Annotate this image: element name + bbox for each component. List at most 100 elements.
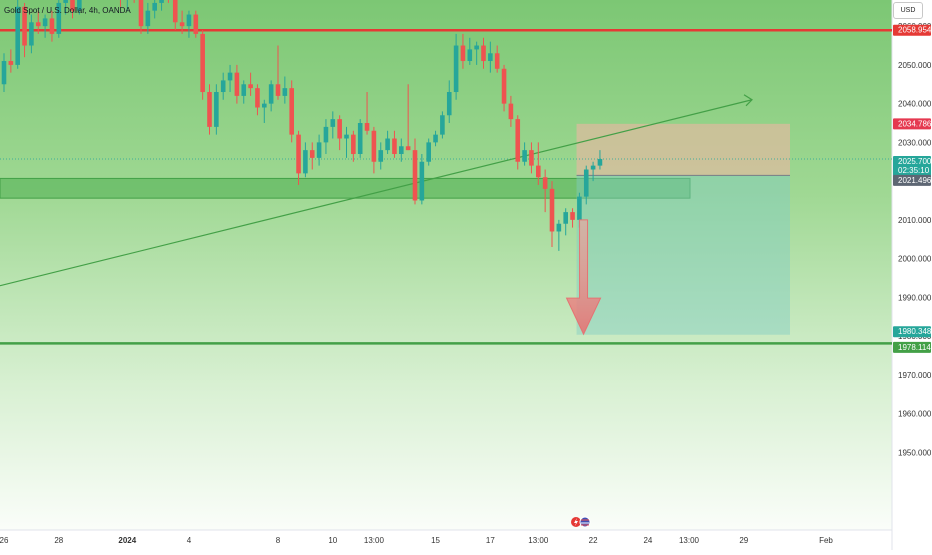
candle-body[interactable]: [255, 88, 260, 108]
candle-body[interactable]: [577, 196, 582, 220]
candle-body[interactable]: [22, 6, 27, 46]
candle-body[interactable]: [42, 18, 48, 27]
candle-body[interactable]: [508, 103, 514, 120]
candle-body[interactable]: [186, 14, 192, 27]
candle-body[interactable]: [179, 22, 185, 27]
candle-body[interactable]: [49, 18, 55, 34]
candle-body[interactable]: [590, 165, 596, 170]
candle-body[interactable]: [29, 22, 34, 46]
candle-body[interactable]: [309, 150, 315, 158]
candle-body[interactable]: [262, 103, 267, 108]
candle-body[interactable]: [522, 150, 527, 162]
candle-body[interactable]: [15, 6, 20, 65]
candle-body[interactable]: [494, 53, 500, 69]
x-tick-label: 10: [328, 536, 337, 545]
candle-body[interactable]: [220, 80, 226, 93]
candle-body[interactable]: [419, 161, 425, 201]
candle-body[interactable]: [268, 84, 274, 104]
countdown-label: 02:35:10: [898, 166, 930, 175]
candle-body[interactable]: [323, 126, 329, 143]
candle-body[interactable]: [488, 53, 493, 62]
candle-body[interactable]: [378, 150, 384, 162]
candle-body[interactable]: [453, 45, 459, 93]
y-tick-label: 1950.000: [898, 448, 932, 457]
candle-body[interactable]: [412, 150, 418, 201]
x-tick-label: 24: [643, 536, 652, 545]
candle-body[interactable]: [152, 2, 157, 11]
candle-body[interactable]: [63, 0, 68, 3]
price-axis-panel: [892, 0, 932, 550]
candle-body[interactable]: [145, 10, 151, 27]
candle-body[interactable]: [556, 223, 562, 232]
candle-body[interactable]: [214, 92, 219, 127]
candle-body[interactable]: [529, 150, 534, 166]
candle-body[interactable]: [597, 159, 603, 166]
candle-body[interactable]: [344, 134, 349, 139]
price-label-box: [893, 118, 931, 130]
candle-body[interactable]: [583, 169, 589, 197]
candle-body[interactable]: [227, 72, 233, 81]
candle-body[interactable]: [296, 134, 301, 174]
y-tick-label: 2030.000: [898, 138, 932, 147]
currency-selector[interactable]: USD: [893, 2, 923, 19]
candle-body[interactable]: [207, 92, 212, 127]
candle-body[interactable]: [392, 138, 397, 155]
candle-body[interactable]: [77, 0, 82, 11]
candle-body[interactable]: [563, 212, 568, 224]
candle-body[interactable]: [56, 2, 62, 34]
candle-body[interactable]: [159, 0, 164, 3]
candle-body[interactable]: [446, 92, 452, 116]
candle-body[interactable]: [289, 88, 294, 135]
candle-body[interactable]: [536, 165, 541, 178]
candle-body[interactable]: [460, 45, 466, 62]
candle-body[interactable]: [70, 0, 75, 11]
candle-body[interactable]: [542, 177, 548, 189]
candle-body[interactable]: [467, 49, 473, 62]
candle-body[interactable]: [234, 72, 240, 96]
candle-body[interactable]: [282, 88, 288, 96]
candle-body[interactable]: [303, 150, 308, 174]
candle-body[interactable]: [357, 123, 363, 155]
price-label-value: 2025.700: [898, 157, 932, 166]
x-tick-label: 26: [0, 536, 9, 545]
candle-body[interactable]: [241, 84, 247, 96]
candle-body[interactable]: [501, 68, 507, 104]
candle-body[interactable]: [138, 0, 144, 27]
candle-body[interactable]: [426, 142, 431, 162]
x-tick-label: Feb: [819, 536, 833, 545]
candle-body[interactable]: [275, 84, 281, 96]
candle-body[interactable]: [364, 123, 370, 131]
candle-body[interactable]: [481, 45, 486, 62]
trend-line[interactable]: [0, 99, 753, 287]
candle-body[interactable]: [474, 45, 479, 50]
candle-body[interactable]: [351, 134, 356, 155]
candle-body[interactable]: [399, 146, 404, 155]
take-profit-zone[interactable]: [576, 175, 790, 335]
down-arrow-icon[interactable]: [565, 219, 602, 336]
candle-body[interactable]: [433, 134, 438, 143]
candle-body[interactable]: [330, 119, 336, 127]
candle-body[interactable]: [549, 188, 555, 232]
candle-body[interactable]: [316, 142, 322, 158]
price-label-box: [893, 156, 931, 177]
candle-body[interactable]: [35, 22, 41, 27]
candle-body[interactable]: [515, 119, 521, 162]
stop-loss-zone[interactable]: [576, 123, 790, 176]
candle-body[interactable]: [200, 33, 205, 93]
candle-body[interactable]: [405, 146, 411, 151]
candle-body[interactable]: [1, 61, 7, 85]
candle-body[interactable]: [337, 119, 342, 139]
candle-body[interactable]: [440, 115, 445, 135]
candle-body[interactable]: [371, 130, 377, 162]
event-icons[interactable]: [571, 516, 591, 528]
candle-body[interactable]: [570, 212, 575, 220]
candle-body[interactable]: [193, 14, 199, 34]
candle-body[interactable]: [172, 0, 178, 23]
candle-body[interactable]: [8, 61, 14, 65]
support-zone[interactable]: [0, 177, 691, 199]
candle-body[interactable]: [248, 84, 253, 89]
candle-body[interactable]: [385, 138, 390, 151]
